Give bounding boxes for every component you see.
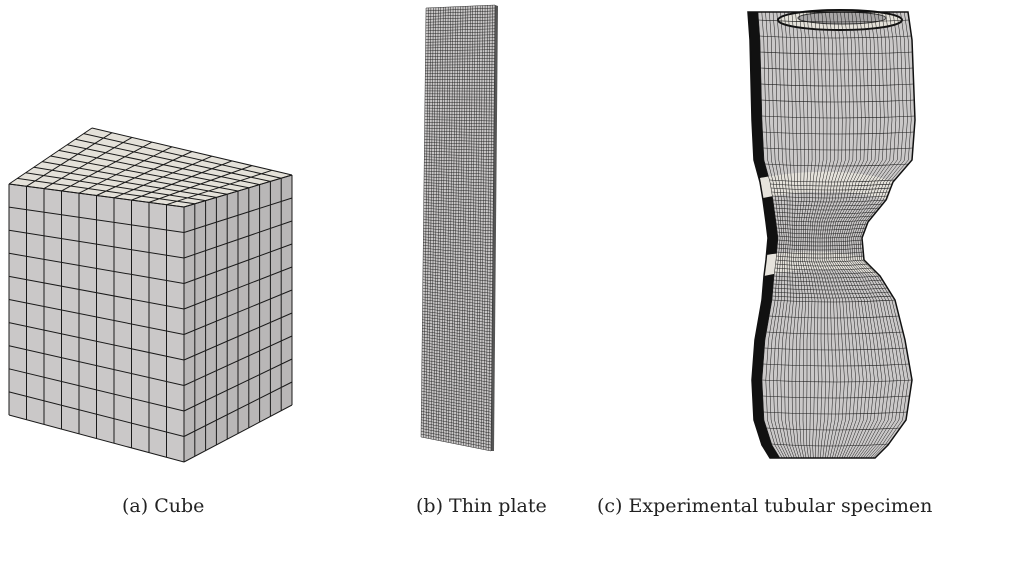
cube-top-grid	[8, 127, 293, 208]
caption-tubular-specimen: (c) Experimental tubular specimen	[597, 495, 933, 517]
caption-thin-plate: (b) Thin plate	[416, 495, 547, 517]
tubular-specimen-mesh	[747, 9, 916, 459]
cube-mesh	[8, 127, 293, 463]
cube-side-grid	[183, 174, 293, 463]
tube-lower-shoulder	[764, 251, 880, 276]
tube-body	[748, 12, 915, 458]
tube-left-shadow	[748, 12, 780, 458]
thin-plate-mesh	[420, 4, 498, 452]
plate-edge	[491, 5, 498, 451]
tube-outline	[747, 11, 916, 459]
tube-ring-lines	[758, 19, 915, 447]
plate-grid	[420, 4, 496, 452]
cube-front-grid	[8, 183, 185, 463]
caption-cube: (a) Cube	[122, 495, 205, 517]
